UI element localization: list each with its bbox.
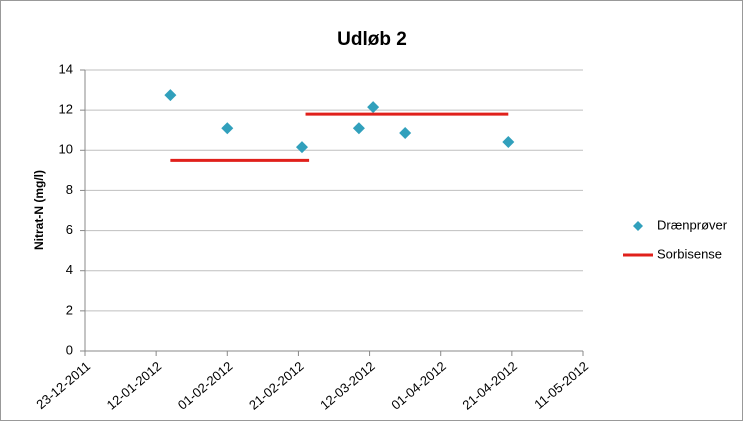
- data-point: [502, 136, 515, 149]
- y-tick-label: 10: [59, 142, 73, 157]
- data-point: [352, 122, 365, 135]
- y-tick-label: 8: [66, 182, 73, 197]
- data-point: [399, 127, 412, 140]
- data-point: [295, 141, 308, 154]
- y-tick-label: 2: [66, 302, 73, 317]
- y-axis-label: Nitrat-N (mg/l): [32, 170, 46, 250]
- data-point: [367, 101, 380, 114]
- legend-label: Drænprøver: [657, 217, 728, 232]
- legend-label: Sorbisense: [657, 246, 722, 261]
- data-point: [221, 122, 234, 135]
- y-tick-label: 4: [66, 262, 73, 277]
- y-tick-label: 6: [66, 222, 73, 237]
- data-point: [164, 89, 177, 102]
- y-tick-label: 0: [66, 342, 73, 357]
- legend-marker: [633, 221, 643, 231]
- y-tick-label: 12: [59, 102, 73, 117]
- chart-title: Udløb 2: [337, 29, 407, 50]
- y-tick-label: 14: [59, 61, 73, 76]
